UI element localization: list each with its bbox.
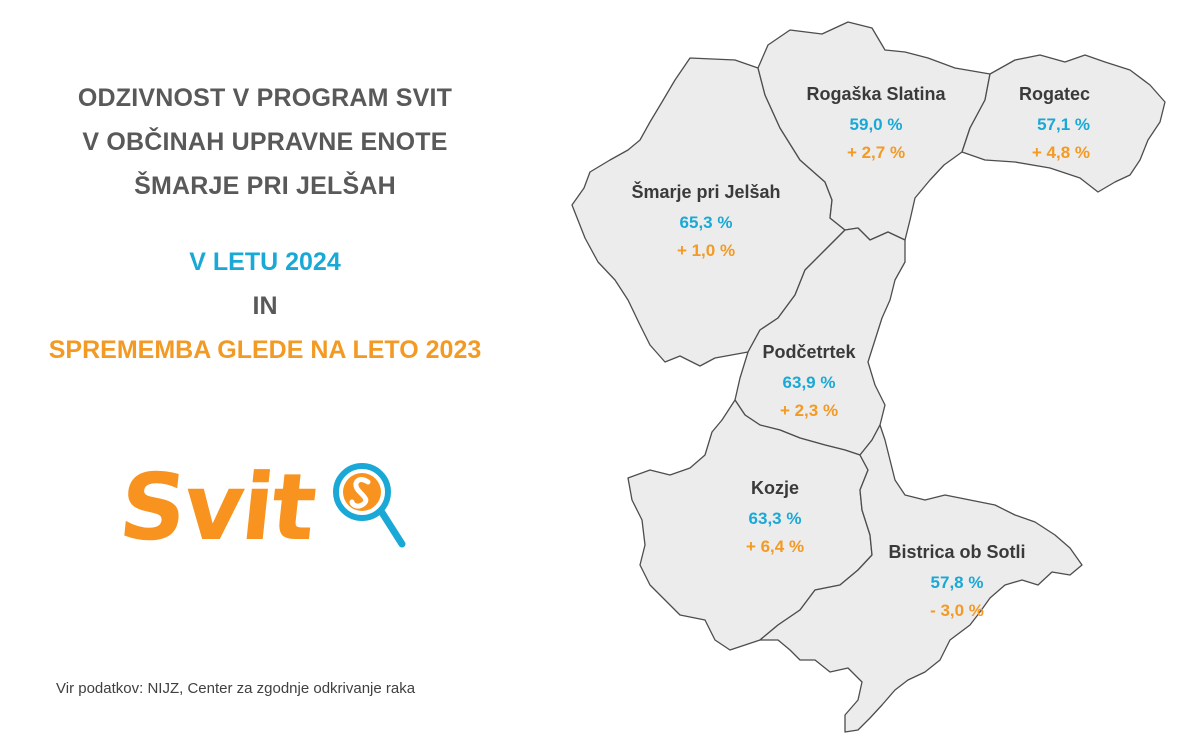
region-name: Rogatec (1018, 84, 1090, 104)
region-change: - 3,0 % (930, 601, 984, 620)
region-change: + 1,0 % (676, 241, 736, 260)
region-change: + 6,4 % (745, 537, 805, 556)
label-rogatec: Rogatec 57,1 % + 4,8 % (950, 84, 1090, 163)
region-change: + 4,8 % (1031, 143, 1090, 162)
region-value: 57,1 % (1037, 115, 1090, 134)
region-rogaska-slatina[interactable] (757, 21, 991, 241)
label-rogaska-slatina: Rogaška Slatina 59,0 % + 2,7 % (766, 84, 986, 163)
label-smarje-pri-jelsah: Šmarje pri Jelšah 65,3 % + 1,0 % (596, 182, 816, 261)
region-name: Podčetrtek (762, 342, 856, 362)
data-source-note: Vir podatkov: NIJZ, Center za zgodnje od… (56, 680, 416, 697)
magnifier-icon (333, 463, 406, 548)
label-podcetrtek: Podčetrtek 63,9 % + 2,3 % (699, 342, 919, 421)
region-value: 63,3 % (748, 509, 802, 528)
subtitle-connector: IN (252, 292, 278, 320)
region-value: 63,9 % (782, 373, 836, 392)
subtitle-change: SPREMEMBA GLEDE NA LETO 2023 (48, 336, 482, 364)
title-line-1: ODZIVNOST V PROGRAM SVIT (77, 84, 453, 112)
region-name: Kozje (750, 478, 799, 498)
region-name: Šmarje pri Jelšah (631, 182, 781, 202)
label-bistrica-ob-sotli: Bistrica ob Sotli 57,8 % - 3,0 % (847, 542, 1067, 621)
region-value: 65,3 % (679, 213, 733, 232)
region-name: Rogaška Slatina (806, 84, 946, 104)
title-line-2: V OBČINAH UPRAVNE ENOTE (82, 128, 448, 156)
title-line-3: ŠMARJE PRI JELŠAH (134, 172, 396, 200)
region-change: + 2,7 % (846, 143, 906, 162)
region-value: 59,0 % (849, 115, 903, 134)
subtitle-year: V LETU 2024 (189, 248, 341, 276)
region-value: 57,8 % (930, 573, 984, 592)
label-kozje: Kozje 63,3 % + 6,4 % (665, 478, 885, 557)
region-name: Bistrica ob Sotli (888, 542, 1026, 562)
region-change: + 2,3 % (779, 401, 839, 420)
region-bistrica-ob-sotli[interactable] (759, 424, 1083, 733)
svit-logo: Svit (112, 452, 412, 582)
region-rogatec[interactable] (961, 54, 1166, 193)
